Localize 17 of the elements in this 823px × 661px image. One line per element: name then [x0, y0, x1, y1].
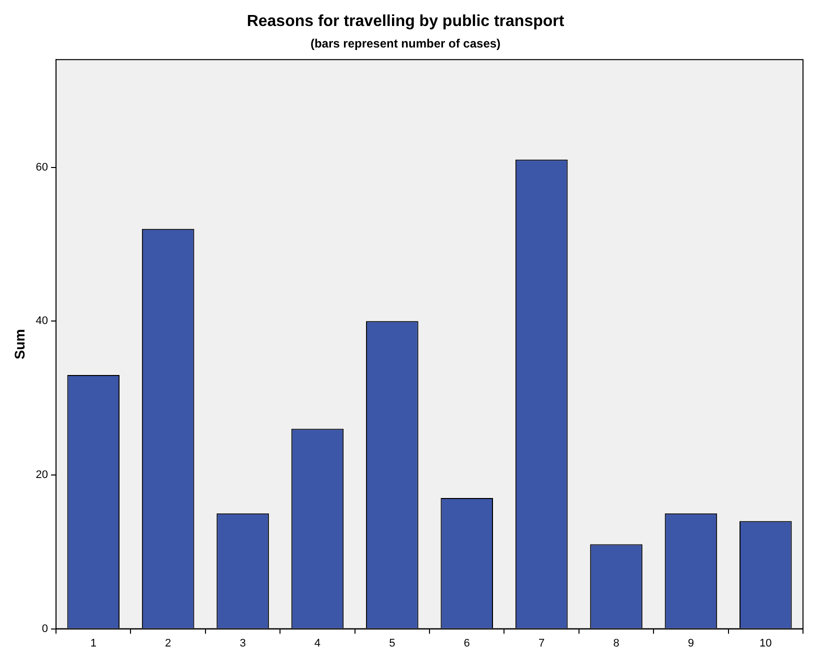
x-tick-label: 9 — [688, 637, 694, 650]
x-tick-label: 4 — [314, 637, 321, 650]
y-tick-label: 40 — [36, 315, 48, 328]
x-tick-label: 8 — [613, 637, 620, 650]
y-tick-label: 20 — [36, 468, 48, 481]
y-tick-label: 0 — [42, 622, 48, 635]
y-tick-label: 60 — [36, 161, 48, 174]
x-tick-label: 2 — [165, 637, 172, 650]
x-tick-label: 1 — [90, 637, 96, 650]
x-tick-label: 10 — [760, 637, 772, 650]
x-tick-label: 7 — [538, 637, 545, 650]
chart-subtitle: (bars represent number of cases) — [310, 36, 501, 51]
chart-title: Reasons for travelling by public transport — [246, 13, 565, 30]
x-tick-label: 3 — [240, 637, 246, 650]
x-tick-label: 6 — [464, 637, 470, 650]
y-axis-title: Sum — [11, 329, 28, 360]
x-tick-label: 5 — [389, 637, 396, 650]
